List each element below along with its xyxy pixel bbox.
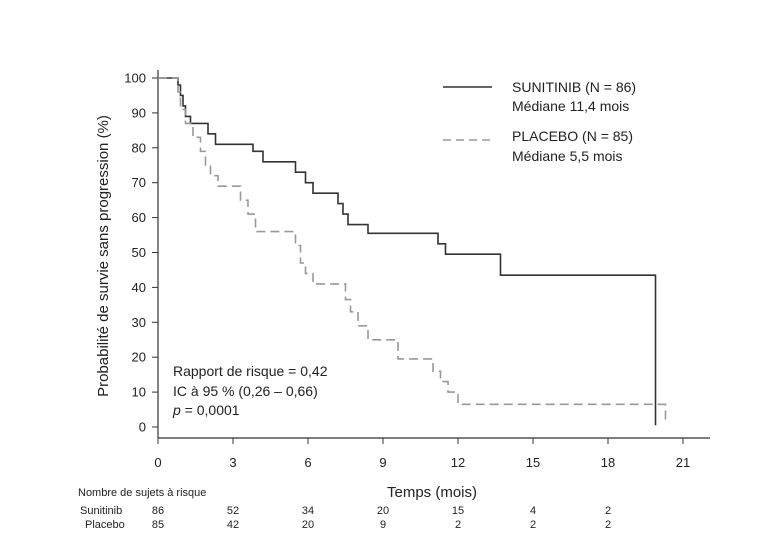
axes: 0 10 20 30 40 50 60 70 80 90 100 0 3 6 9 12 15 18 21	[124, 70, 710, 470]
risk-value-sunitinib: 20	[377, 505, 389, 517]
legend-median-placebo: Médiane 5,5 mois	[512, 148, 623, 164]
risk-value-placebo: 20	[302, 519, 314, 531]
x-tick-label: 12	[451, 455, 465, 470]
p-value-number: = 0,0001	[181, 402, 240, 418]
y-tick-label: 50	[132, 245, 146, 260]
x-axis-ticks: 0 3 6 9 12 15 18 21	[154, 438, 690, 470]
risk-value-placebo: 9	[380, 519, 386, 531]
risk-row-label-placebo: Placebo	[85, 519, 125, 531]
risk-value-placebo: 2	[455, 519, 461, 531]
risk-table-title: Nombre de sujets à risque	[78, 487, 206, 499]
y-axis-ticks: 0 10 20 30 40 50 60 70 80 90 100	[124, 71, 158, 435]
x-axis-title: Temps (mois)	[387, 484, 477, 501]
y-tick-label: 100	[124, 71, 146, 86]
x-tick-label: 21	[676, 455, 690, 470]
risk-value-sunitinib: 4	[530, 505, 536, 517]
x-tick-label: 6	[304, 455, 311, 470]
p-value-symbol: p	[172, 402, 181, 418]
series-line-placebo	[158, 77, 667, 422]
risk-value-sunitinib: 52	[227, 505, 239, 517]
y-tick-label: 40	[132, 280, 146, 295]
series-line-sunitinib	[158, 77, 657, 426]
series-layer	[158, 77, 667, 426]
statistics-annotation: Rapport de risque = 0,42 IC à 95 % (0,26…	[172, 363, 328, 418]
legend-label-placebo: PLACEBO (N = 85)	[512, 128, 633, 144]
risk-value-sunitinib: 2	[605, 505, 611, 517]
x-tick-label: 3	[229, 455, 236, 470]
x-tick-label: 0	[154, 455, 161, 470]
y-tick-label: 30	[132, 315, 146, 330]
risk-values: 86 52 34 20 15 4 285 42 20 9 2 2 2	[152, 505, 611, 531]
y-tick-label: 60	[132, 210, 146, 225]
y-axis-title: Probabilité de survie sans progression (…	[95, 115, 112, 397]
risk-value-sunitinib: 15	[452, 505, 464, 517]
risk-value-placebo: 2	[530, 519, 536, 531]
y-tick-label: 20	[132, 350, 146, 365]
y-tick-label: 70	[132, 175, 146, 190]
risk-row-label-sunitinib: Sunitinib	[80, 505, 122, 517]
risk-value-sunitinib: 86	[152, 505, 164, 517]
x-tick-label: 18	[601, 455, 615, 470]
x-tick-label: 9	[379, 455, 386, 470]
risk-table: Nombre de sujets à risque Sunitinib Plac…	[78, 487, 611, 531]
y-tick-label: 0	[139, 420, 146, 435]
p-value-text: p = 0,0001	[172, 402, 240, 418]
legend: SUNITINIB (N = 86) Médiane 11,4 mois PLA…	[443, 79, 636, 164]
y-tick-label: 10	[132, 385, 146, 400]
y-tick-label: 80	[132, 140, 146, 155]
legend-median-sunitinib: Médiane 11,4 mois	[512, 98, 629, 114]
hazard-ratio-text: Rapport de risque = 0,42	[173, 363, 328, 379]
confidence-interval-text: IC à 95 % (0,26 – 0,66)	[173, 383, 318, 399]
risk-value-placebo: 2	[605, 519, 611, 531]
risk-value-placebo: 85	[152, 519, 164, 531]
risk-value-sunitinib: 34	[302, 505, 314, 517]
y-tick-label: 90	[132, 105, 146, 120]
risk-value-placebo: 42	[227, 519, 239, 531]
x-tick-label: 15	[526, 455, 540, 470]
legend-label-sunitinib: SUNITINIB (N = 86)	[512, 79, 636, 95]
